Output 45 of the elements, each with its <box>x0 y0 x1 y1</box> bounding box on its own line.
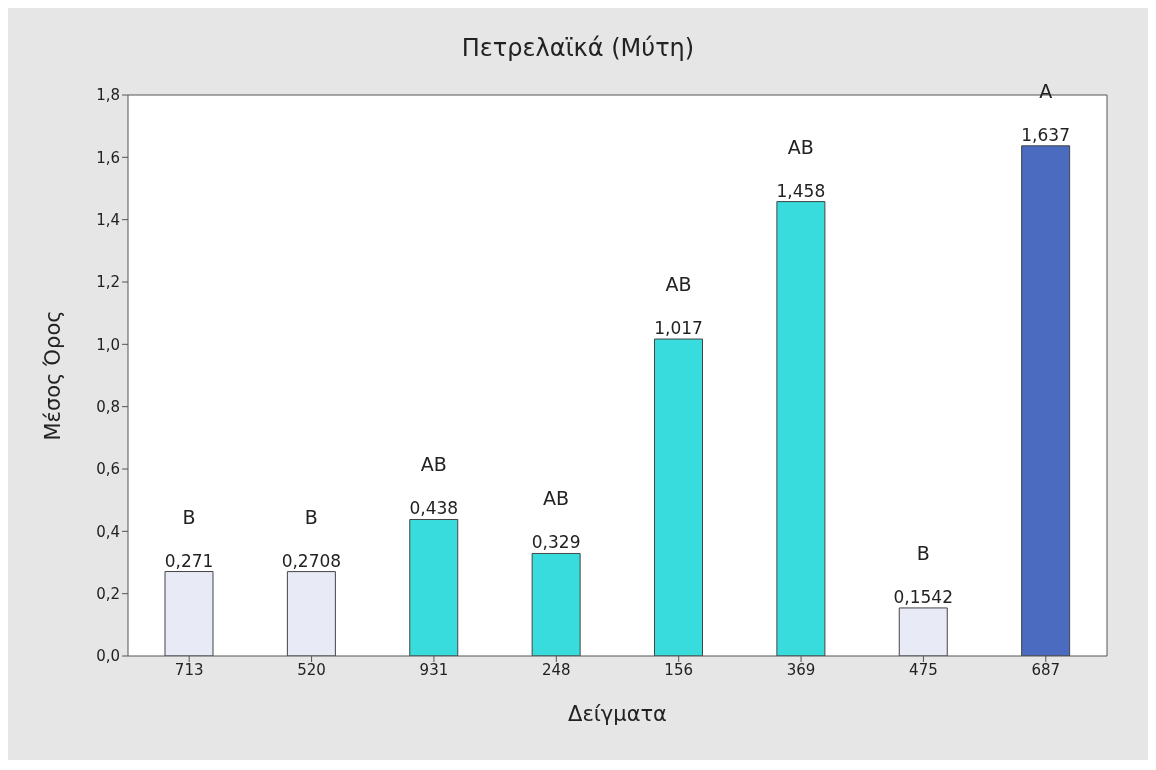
y-tick-label: 1,4 <box>96 210 120 229</box>
bar <box>164 571 214 656</box>
data-label: 1,017 <box>654 318 703 339</box>
x-tick-label: 156 <box>664 660 694 679</box>
annotation: AB <box>543 487 570 510</box>
data-label: 1,637 <box>1021 124 1070 145</box>
x-tick-label: 369 <box>786 660 816 679</box>
x-tick-label: 687 <box>1031 660 1061 679</box>
data-label: 0,2708 <box>281 550 342 571</box>
data-label: 0,1542 <box>893 586 953 607</box>
y-tick-label: 0,4 <box>96 522 120 541</box>
y-tick-label: 0,2 <box>96 584 120 603</box>
y-axis-title: Μέσος Όρος <box>41 310 66 441</box>
annotation: B <box>182 505 196 528</box>
y-tick-label: 0,0 <box>96 647 120 666</box>
data-label: 0,271 <box>164 550 214 571</box>
x-tick-label: 713 <box>174 660 204 679</box>
bar <box>409 518 459 656</box>
data-label: 0,438 <box>409 498 459 519</box>
bar <box>1021 145 1071 656</box>
annotation: AB <box>665 273 692 296</box>
bar <box>776 201 826 656</box>
data-label: 0,329 <box>531 532 581 553</box>
y-tick-label: 1,0 <box>96 335 120 354</box>
x-tick-label: 475 <box>909 660 938 679</box>
bar <box>531 552 581 656</box>
bar <box>898 607 948 656</box>
y-tick-label: 1,2 <box>96 273 120 292</box>
x-tick-label: 248 <box>541 660 571 679</box>
x-tick-label: 520 <box>297 660 326 679</box>
annotation: B <box>916 541 930 564</box>
y-tick-label: 1,8 <box>96 86 120 105</box>
y-tick-label: 1,6 <box>96 148 120 167</box>
chart-title: Πετρελαϊκά (Μύτη) <box>460 33 696 64</box>
data-label: 1,458 <box>776 180 826 201</box>
x-axis-title: Δείγματα <box>568 702 667 726</box>
bar <box>654 338 703 656</box>
annotation: B <box>304 505 318 528</box>
x-tick-label: 931 <box>419 660 449 679</box>
y-tick-label: 0,8 <box>96 397 120 416</box>
bar <box>286 571 336 656</box>
annotation: AB <box>420 453 447 476</box>
annotation: A <box>1039 79 1053 102</box>
annotation: AB <box>787 135 814 158</box>
y-tick-label: 0,6 <box>96 460 120 479</box>
